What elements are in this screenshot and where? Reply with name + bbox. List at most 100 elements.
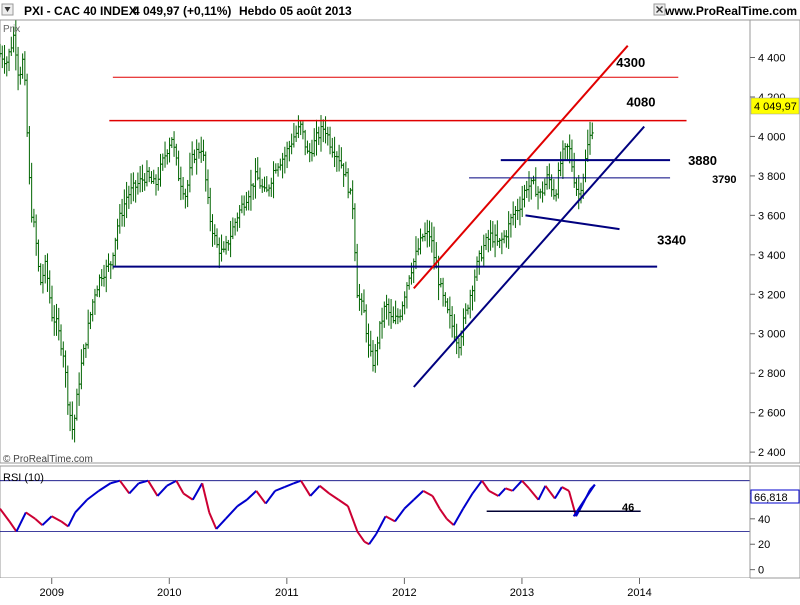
rsi-segment bbox=[25, 511, 36, 520]
rsi-segment bbox=[422, 489, 434, 497]
rsi-last-badge: 66,818 bbox=[750, 489, 800, 504]
rsi-segment bbox=[413, 490, 424, 501]
rsi-segment bbox=[537, 485, 547, 501]
rsi-segment bbox=[67, 512, 77, 527]
rsi-segment bbox=[403, 499, 415, 510]
watermark: © ProRealTime.com bbox=[3, 454, 93, 465]
close-icon[interactable] bbox=[653, 3, 666, 16]
rsi-segment bbox=[41, 515, 53, 526]
rsi-segment bbox=[431, 495, 441, 510]
date-tick-label: 2011 bbox=[275, 587, 299, 599]
trend-line bbox=[413, 125, 645, 388]
rsi-segment bbox=[8, 520, 18, 533]
price-tick-label: 4 400 bbox=[758, 53, 786, 65]
rsi-segment bbox=[505, 487, 513, 492]
rsi-segment bbox=[568, 490, 577, 517]
rsi-last-badge-text: 66,818 bbox=[754, 492, 788, 504]
rsi-segment bbox=[462, 492, 474, 510]
rsi-segment bbox=[98, 482, 112, 492]
header-bar: PXI - CAC 40 INDEX 4 049,97 (+0,11%) Heb… bbox=[0, 0, 800, 20]
rsi-segment bbox=[246, 490, 257, 501]
rsi-segment bbox=[264, 490, 276, 505]
rsi-segment bbox=[191, 482, 204, 501]
rsi-segment bbox=[481, 480, 490, 492]
date-axis[interactable]: 2009 2010 2011 2012 2013 2014 bbox=[0, 578, 750, 600]
price-axis[interactable]: 2 400 2 600 2 800 3 000 3 200 3 400 3 600 3 800… bbox=[749, 19, 800, 464]
price-tick-label: 2 400 bbox=[758, 447, 786, 459]
date-tick-label: 2009 bbox=[39, 587, 63, 599]
rsi-title: RSI (10) bbox=[3, 472, 44, 484]
rsi-segment bbox=[385, 515, 396, 523]
rsi-segment bbox=[201, 483, 211, 513]
price-tick-label: 3 800 bbox=[758, 171, 786, 183]
price-panel[interactable]: 4300 4080 3880 3790 3340 Prix © ProRealTime.… bbox=[0, 19, 751, 465]
level-label-3880: 3880 bbox=[688, 153, 717, 168]
rsi-segment bbox=[34, 518, 43, 526]
rsi-segment bbox=[255, 490, 267, 505]
collapse-icon[interactable] bbox=[1, 3, 14, 16]
rsi-segment bbox=[208, 512, 218, 530]
rsi-segment bbox=[274, 486, 285, 492]
rsi-tick-label: 0 bbox=[758, 565, 764, 577]
rsi-segment bbox=[224, 505, 239, 520]
price-candles bbox=[0, 20, 594, 443]
rsi-segment bbox=[446, 518, 455, 526]
rsi-segment bbox=[300, 480, 312, 497]
rsi-segment bbox=[215, 518, 227, 530]
rsi-segment bbox=[363, 540, 370, 546]
rsi-segment bbox=[356, 530, 366, 543]
rsi-axis[interactable]: 0204060 66,818 bbox=[749, 465, 800, 579]
price-tick-label: 3 200 bbox=[758, 289, 786, 301]
rsi-segment bbox=[337, 498, 349, 507]
price-lines bbox=[109, 45, 687, 388]
instrument-title: PXI - CAC 40 INDEX bbox=[24, 4, 137, 18]
rsi-segment bbox=[293, 479, 302, 485]
rsi-segment bbox=[182, 492, 194, 501]
rsi-segment bbox=[368, 533, 377, 545]
price-tick-label: 2 800 bbox=[758, 368, 786, 380]
rsi-segment bbox=[561, 486, 570, 492]
price-tick-label: 2 600 bbox=[758, 408, 786, 420]
rsi-segment bbox=[521, 480, 530, 490]
site-link[interactable]: www.ProRealTime.com bbox=[664, 4, 797, 18]
rsi-segment bbox=[471, 480, 483, 495]
price-axis-label: Prix bbox=[3, 24, 20, 35]
last-price: 4 049,97 (+0,11%) bbox=[133, 4, 231, 18]
date-tick-label: 2010 bbox=[157, 587, 181, 599]
rsi-segment bbox=[15, 512, 27, 532]
rsi-segment bbox=[166, 479, 177, 487]
rsi-segment bbox=[438, 508, 448, 520]
price-tick-label: 3 400 bbox=[758, 250, 786, 262]
price-last-badge: 4 049,97 bbox=[750, 97, 800, 115]
price-tick-label: 3 000 bbox=[758, 329, 786, 341]
trend-line bbox=[413, 45, 629, 290]
rsi-level-label: 46 bbox=[622, 502, 634, 514]
rsi-segment bbox=[375, 515, 387, 535]
rsi-segment bbox=[175, 480, 185, 494]
rsi-segment bbox=[0, 508, 11, 522]
rsi-segment bbox=[147, 480, 159, 497]
rsi-lines bbox=[0, 479, 641, 546]
date-tick-label: 2012 bbox=[392, 587, 416, 599]
rsi-segment bbox=[309, 485, 321, 497]
rsi-segment bbox=[511, 480, 523, 492]
rsi-segment bbox=[119, 480, 131, 495]
rsi-panel[interactable]: RSI (10) 46 bbox=[0, 465, 751, 579]
date-tick-label: 2014 bbox=[627, 587, 651, 599]
rsi-segment bbox=[328, 492, 340, 501]
rsi-grid bbox=[0, 480, 750, 532]
rsi-segment bbox=[156, 485, 168, 497]
rsi-segment bbox=[86, 490, 100, 501]
level-label-3340: 3340 bbox=[657, 233, 686, 248]
rsi-segment bbox=[347, 505, 359, 532]
rsi-segment bbox=[452, 508, 465, 526]
timeframe-date: Hebdo 05 août 2013 bbox=[239, 4, 352, 18]
rsi-segment bbox=[138, 479, 149, 485]
rsi-segment bbox=[497, 487, 507, 497]
rsi-segment bbox=[394, 508, 406, 522]
level-label-4300: 4300 bbox=[616, 55, 645, 70]
rsi-segment bbox=[60, 520, 69, 528]
rsi-tick-label: 20 bbox=[758, 539, 770, 551]
rsi-segment bbox=[488, 489, 499, 497]
